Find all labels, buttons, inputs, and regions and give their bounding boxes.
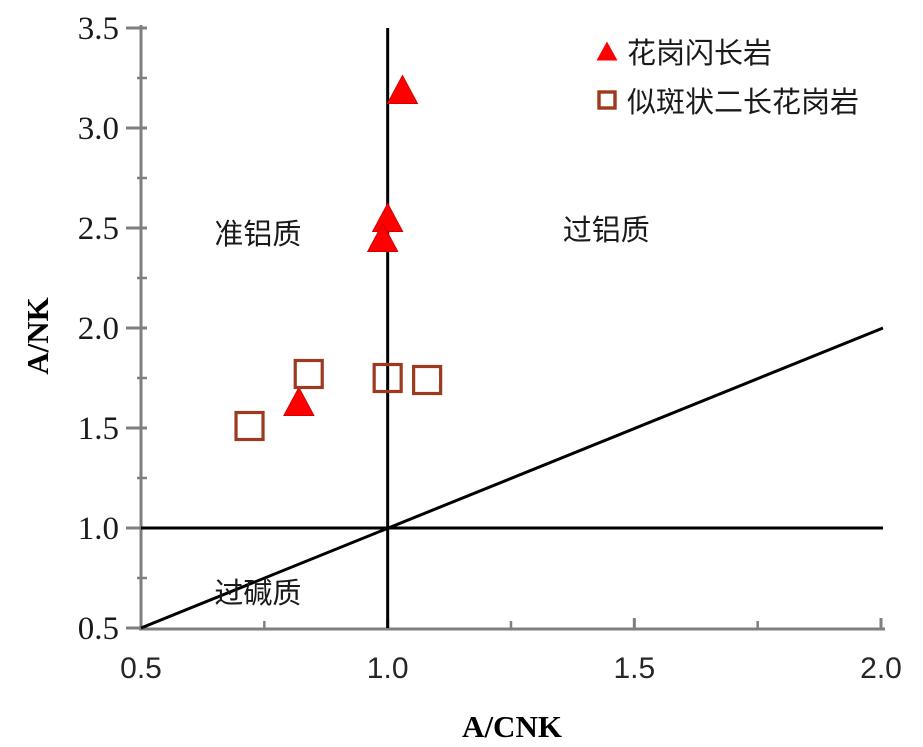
y-tick-label: 1.0 (78, 511, 119, 547)
data-point-porphyritic-monzogranite (372, 362, 403, 394)
triangle-filled-marker-icon (596, 41, 618, 60)
y-tick-label: 2.0 (78, 311, 119, 347)
data-point-porphyritic-monzogranite (293, 358, 324, 390)
data-point-granodiorite (371, 202, 404, 232)
x-tick-label: 1.5 (613, 652, 655, 685)
x-tick-label: 2.0 (860, 652, 902, 685)
x-tick-label: 1.0 (367, 652, 409, 685)
data-point-porphyritic-monzogranite (234, 410, 265, 442)
data-point-porphyritic-monzogranite (412, 364, 443, 396)
region-label-peralkaline: 过碱质 (214, 578, 302, 610)
data-point-granodiorite (283, 386, 315, 416)
x-axis-title: A/CNK (462, 709, 562, 744)
x-tick-label: 0.5 (120, 652, 162, 685)
data-point-granodiorite (386, 74, 419, 104)
legend-item-granodiorite: 花岗闪长岩 (596, 26, 859, 75)
y-tick-label: 1.5 (78, 411, 119, 447)
data-point-granodiorite (366, 222, 399, 252)
legend-item-monzogranite: 似斑状二长花岗岩 (596, 75, 859, 124)
y-tick-label: 2.5 (78, 211, 119, 247)
region-label-peraluminous: 过铝质 (562, 215, 650, 247)
diagonal-boundary-line (140, 326, 884, 630)
y-axis-title: A/NK (20, 297, 55, 375)
y-tick-label: 0.5 (78, 611, 119, 647)
legend: 花岗闪长岩 似斑状二长花岗岩 (596, 26, 859, 124)
y-tick-label: 3.5 (78, 11, 119, 47)
legend-label-monzogranite: 似斑状二长花岗岩 (627, 86, 860, 119)
region-label-metaluminous: 准铝质 (214, 219, 302, 251)
legend-label-granodiorite: 花岗闪长岩 (627, 37, 773, 70)
square-open-marker-icon (597, 89, 617, 110)
y-tick-label: 3.0 (78, 111, 119, 147)
